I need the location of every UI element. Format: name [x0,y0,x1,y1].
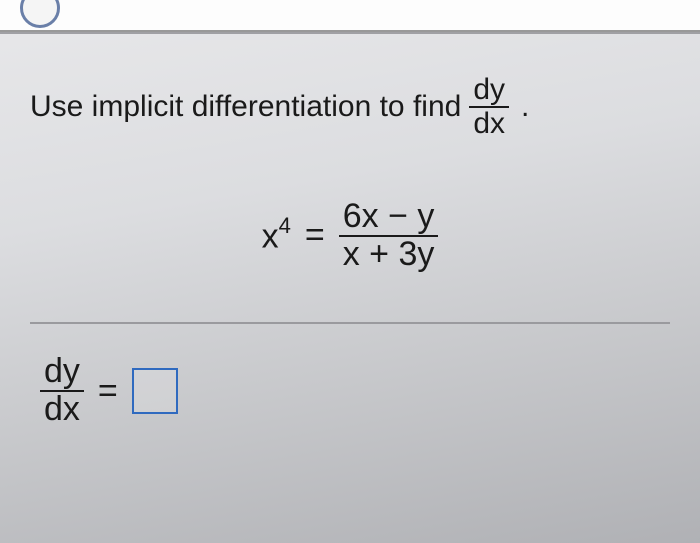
derivative-numerator: dy [469,74,509,106]
given-equation: x4 = 6x − y x + 3y [30,199,670,272]
lhs: x4 [262,215,291,256]
instruction-prefix: Use implicit differentiation to find [30,90,461,124]
answer-equals: = [98,372,118,411]
answer-row: dy dx = [30,322,670,427]
answer-derivative-denominator: dx [40,392,84,428]
equals-sign: = [305,216,325,255]
header-strip [0,0,700,32]
lhs-exponent: 4 [279,213,291,238]
answer-input[interactable] [132,368,178,414]
answer-derivative-fraction: dy dx [40,354,84,427]
partial-icon [20,0,60,28]
rhs-denominator: x + 3y [339,237,439,273]
instruction-suffix: . [521,90,529,124]
derivative-denominator: dx [469,108,509,140]
rhs-numerator: 6x − y [339,199,439,235]
derivative-fraction: dy dx [469,74,509,139]
question-area: Use implicit differentiation to find dy … [0,34,700,428]
rhs-fraction: 6x − y x + 3y [339,199,439,272]
answer-derivative-numerator: dy [40,354,84,390]
lhs-base: x [262,217,279,255]
instruction-text: Use implicit differentiation to find dy … [30,74,670,139]
